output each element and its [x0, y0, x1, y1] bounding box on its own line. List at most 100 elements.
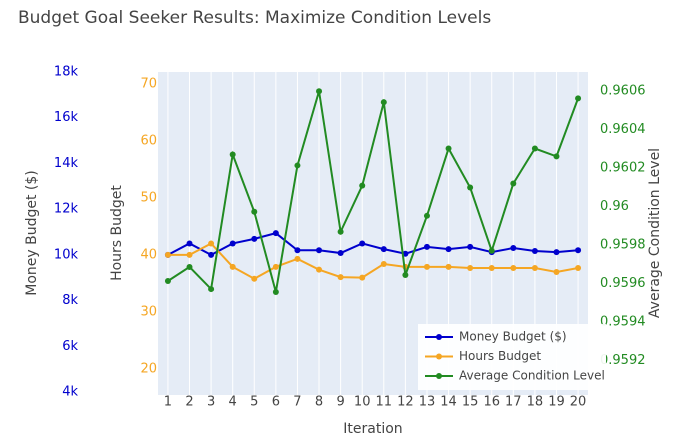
point: [359, 274, 366, 281]
y-tick-label: 10k: [54, 247, 79, 262]
point: [208, 286, 215, 293]
point: [510, 180, 517, 187]
legend-marker: [436, 373, 442, 379]
y-tick-label: 6k: [62, 339, 78, 354]
point: [402, 272, 409, 279]
point: [423, 263, 430, 270]
y3-tick-label: 0.9598: [600, 238, 646, 253]
y-tick-label: 18k: [54, 65, 79, 80]
point: [423, 212, 430, 219]
point: [553, 249, 560, 256]
point: [359, 240, 366, 247]
y-tick-label: 12k: [54, 202, 79, 217]
legend-marker: [436, 334, 442, 340]
point: [575, 247, 582, 254]
x-tick-label: 14: [440, 395, 457, 410]
point: [553, 268, 560, 275]
point: [316, 266, 323, 273]
y3-tick-label: 0.9606: [600, 84, 646, 99]
point: [251, 235, 258, 242]
x-tick-label: 1: [164, 395, 172, 410]
chart-title: Budget Goal Seeker Results: Maximize Con…: [18, 8, 491, 28]
legend-label: Hours Budget: [459, 349, 541, 363]
point: [229, 151, 236, 158]
y2-tick-label: 20: [140, 361, 157, 376]
x-tick-label: 8: [315, 395, 323, 410]
y2-tick-label: 30: [140, 304, 157, 319]
point: [575, 95, 582, 102]
point: [186, 240, 193, 247]
point: [467, 243, 474, 250]
x-tick-label: 15: [462, 395, 479, 410]
point: [208, 251, 215, 258]
legend-label: Money Budget ($): [459, 330, 567, 344]
x-tick-label: 19: [548, 395, 565, 410]
point: [272, 288, 279, 295]
point: [294, 255, 301, 262]
point: [164, 277, 171, 284]
point: [531, 264, 538, 271]
point: [186, 263, 193, 270]
point: [510, 245, 517, 252]
y2-tick-label: 50: [140, 190, 157, 205]
x-axis-title: Iteration: [343, 421, 402, 437]
point: [553, 153, 560, 160]
point: [186, 251, 193, 258]
point: [531, 145, 538, 152]
y-tick-label: 8k: [62, 293, 78, 308]
y2-tick-label: 70: [140, 76, 157, 91]
point: [294, 247, 301, 254]
y3-axis-title: Average Condition Level: [647, 148, 663, 318]
point: [488, 247, 495, 254]
point: [510, 264, 517, 271]
point: [337, 228, 344, 235]
y-axis-title: Money Budget ($): [24, 170, 40, 296]
series-line: [167, 90, 580, 293]
point: [229, 240, 236, 247]
series-line: [167, 242, 579, 280]
x-tick-label: 16: [483, 395, 500, 410]
point: [445, 246, 452, 253]
point: [380, 246, 387, 253]
x-tick-label: 2: [185, 395, 193, 410]
y2-axis-title: Hours Budget: [109, 185, 125, 281]
x-tick-label: 9: [336, 395, 344, 410]
point: [316, 88, 323, 95]
point: [229, 263, 236, 270]
point: [359, 182, 366, 189]
point: [208, 240, 215, 247]
point: [251, 275, 258, 282]
y-tick-label: 14k: [54, 156, 79, 171]
y3-tick-label: 0.9592: [600, 353, 646, 368]
series-line: [167, 232, 579, 257]
y2-tick-label: 60: [140, 133, 157, 148]
y3-tick-label: 0.9604: [600, 122, 646, 137]
x-tick-label: 13: [419, 395, 436, 410]
y3-tick-label: 0.9596: [600, 276, 646, 291]
y2-tick-label: 40: [140, 247, 157, 262]
y-tick-label: 4k: [62, 385, 78, 400]
point: [294, 162, 301, 169]
point: [467, 184, 474, 191]
point: [337, 250, 344, 257]
point: [423, 243, 430, 250]
point: [380, 260, 387, 267]
point: [337, 274, 344, 281]
x-tick-label: 17: [505, 395, 522, 410]
point: [272, 263, 279, 270]
y3-tick-label: 0.9602: [600, 161, 646, 176]
point: [445, 263, 452, 270]
x-tick-label: 10: [354, 395, 371, 410]
x-tick-label: 11: [376, 395, 393, 410]
x-tick-label: 3: [207, 395, 215, 410]
point: [467, 264, 474, 271]
legend-label: Average Condition Level: [459, 369, 605, 383]
point: [380, 99, 387, 106]
x-tick-label: 5: [250, 395, 258, 410]
point: [272, 230, 279, 237]
point: [488, 264, 495, 271]
y3-tick-label: 0.9594: [600, 314, 646, 329]
x-tick-label: 18: [527, 395, 544, 410]
y3-tick-label: 0.96: [600, 199, 629, 214]
